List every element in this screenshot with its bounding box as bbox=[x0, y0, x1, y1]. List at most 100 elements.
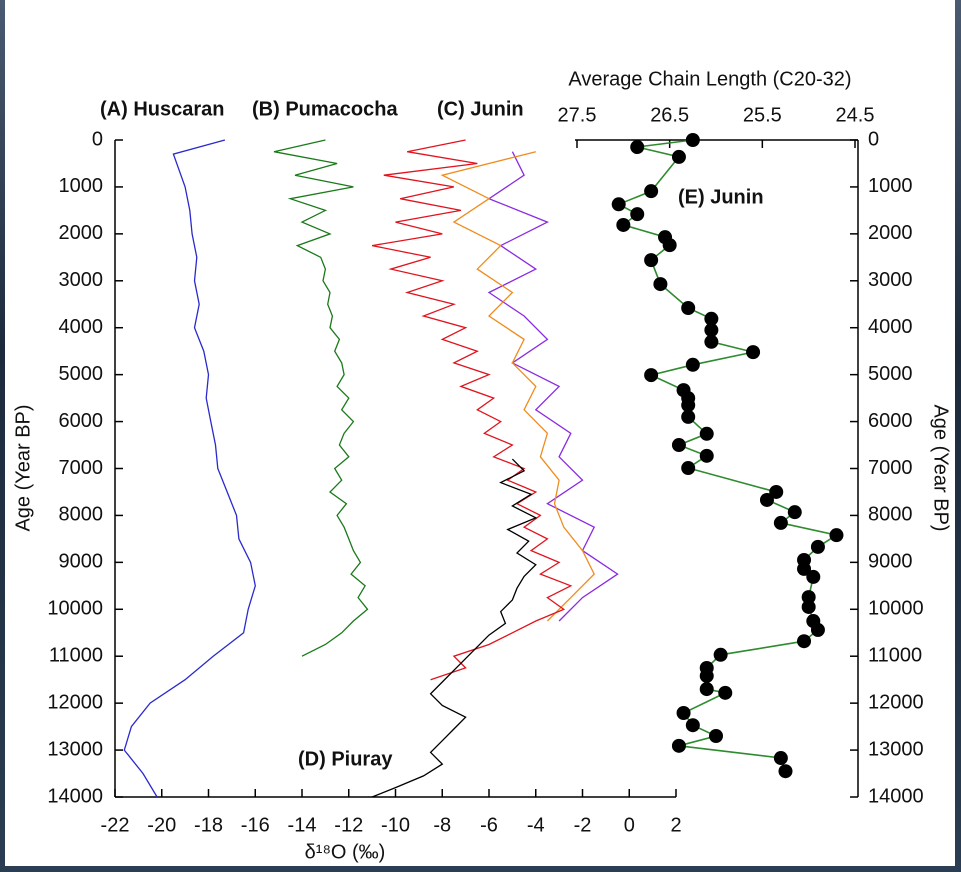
data-point bbox=[704, 334, 719, 349]
x-tick-label: -6 bbox=[480, 814, 498, 836]
data-point bbox=[769, 484, 784, 499]
data-point bbox=[681, 461, 696, 476]
y2-tick-label: 13000 bbox=[868, 738, 924, 760]
x-tick-label: 2 bbox=[670, 814, 681, 836]
data-point bbox=[797, 561, 812, 576]
data-point bbox=[681, 398, 696, 413]
x2-tick-label: 26.5 bbox=[650, 104, 689, 126]
y-tick-label: 1000 bbox=[59, 175, 104, 197]
y2-tick-label: 2000 bbox=[868, 222, 913, 244]
y-tick-label: 13000 bbox=[47, 738, 103, 760]
data-point bbox=[671, 438, 686, 453]
data-point bbox=[699, 426, 714, 441]
y2-tick-label: 7000 bbox=[868, 457, 913, 479]
data-point bbox=[681, 409, 696, 424]
series-line bbox=[616, 139, 839, 772]
data-point bbox=[630, 140, 645, 155]
x-axis-title: δ¹⁸O (‰) bbox=[305, 841, 386, 863]
data-point bbox=[773, 515, 788, 530]
data-point bbox=[644, 184, 659, 199]
y-tick-label: 8000 bbox=[59, 504, 104, 526]
series-label: (A) Huscaran bbox=[100, 98, 224, 120]
data-point bbox=[685, 357, 700, 372]
data-point bbox=[778, 764, 793, 779]
data-point bbox=[699, 668, 714, 683]
data-point bbox=[746, 345, 761, 360]
data-point bbox=[644, 368, 659, 383]
y2-tick-label: 1000 bbox=[868, 175, 913, 197]
y-tick-label: 7000 bbox=[59, 457, 104, 479]
y-tick-label: 9000 bbox=[59, 551, 104, 573]
data-point bbox=[704, 323, 719, 338]
y-tick-label: 2000 bbox=[59, 222, 104, 244]
data-point bbox=[787, 505, 802, 520]
x-tick-label: -10 bbox=[381, 814, 410, 836]
series-line bbox=[123, 139, 256, 798]
data-point bbox=[630, 207, 645, 222]
data-point bbox=[685, 133, 700, 147]
y2-tick-label: 6000 bbox=[868, 410, 913, 432]
x-tick-label: -20 bbox=[147, 814, 176, 836]
y-tick-label: 3000 bbox=[59, 269, 104, 291]
y2-tick-label: 0 bbox=[868, 128, 879, 150]
data-point bbox=[797, 634, 812, 649]
y2-tick-label: 3000 bbox=[868, 269, 913, 291]
x-tick-label: -14 bbox=[288, 814, 317, 836]
data-point bbox=[759, 492, 774, 507]
x2-axis-title: Average Chain Length (C20-32) bbox=[568, 68, 851, 90]
y2-tick-label: 5000 bbox=[868, 363, 913, 385]
x-tick-label: -22 bbox=[101, 814, 130, 836]
data-point bbox=[810, 622, 825, 637]
y-tick-label: 4000 bbox=[59, 316, 104, 338]
data-point bbox=[681, 301, 696, 316]
data-point bbox=[773, 751, 788, 766]
data-point bbox=[718, 685, 733, 700]
series-line bbox=[371, 139, 573, 681]
series-line bbox=[487, 151, 619, 622]
y-tick-label: 11000 bbox=[49, 644, 103, 666]
x2-tick-label: 24.5 bbox=[836, 104, 875, 126]
data-point bbox=[653, 277, 668, 292]
data-point bbox=[616, 217, 631, 232]
data-point bbox=[806, 569, 821, 584]
data-point bbox=[704, 311, 719, 326]
y2-tick-label: 11000 bbox=[868, 644, 922, 666]
data-point bbox=[801, 590, 816, 605]
y-tick-label: 5000 bbox=[59, 363, 104, 385]
y-axis-title: Age (Year BP) bbox=[12, 404, 34, 531]
series-line bbox=[440, 151, 595, 622]
data-point bbox=[671, 149, 686, 164]
data-point bbox=[662, 238, 677, 253]
x2-tick-label: 27.5 bbox=[558, 104, 597, 126]
y2-tick-label: 14000 bbox=[868, 785, 924, 807]
x2-tick-label: 25.5 bbox=[743, 104, 782, 126]
x-tick-label: -16 bbox=[241, 814, 270, 836]
y2-tick-label: 9000 bbox=[868, 551, 913, 573]
y2-axis-title: Age (Year BP) bbox=[930, 404, 952, 531]
y-tick-label: 10000 bbox=[47, 598, 103, 620]
data-point bbox=[699, 448, 714, 463]
series-label: (C) Junin bbox=[437, 98, 524, 120]
data-point bbox=[810, 539, 825, 554]
y2-tick-label: 8000 bbox=[868, 504, 913, 526]
data-point bbox=[829, 528, 844, 543]
series-label: (E) Junin bbox=[678, 186, 764, 208]
data-point bbox=[671, 738, 686, 753]
x-tick-label: -4 bbox=[527, 814, 545, 836]
data-point bbox=[644, 253, 659, 268]
data-point bbox=[685, 718, 700, 733]
y-tick-label: 14000 bbox=[47, 785, 103, 807]
data-point bbox=[709, 728, 723, 743]
x-tick-label: 0 bbox=[624, 814, 635, 836]
y2-tick-label: 12000 bbox=[868, 691, 924, 713]
panel bbox=[5, 0, 955, 866]
y-tick-label: 12000 bbox=[47, 691, 103, 713]
y-tick-label: 6000 bbox=[59, 410, 104, 432]
data-point bbox=[713, 647, 728, 662]
y2-tick-label: 4000 bbox=[868, 316, 913, 338]
data-point bbox=[801, 599, 816, 614]
series-line bbox=[371, 458, 538, 798]
y2-tick-label: 10000 bbox=[868, 598, 924, 620]
series-line bbox=[273, 139, 369, 657]
